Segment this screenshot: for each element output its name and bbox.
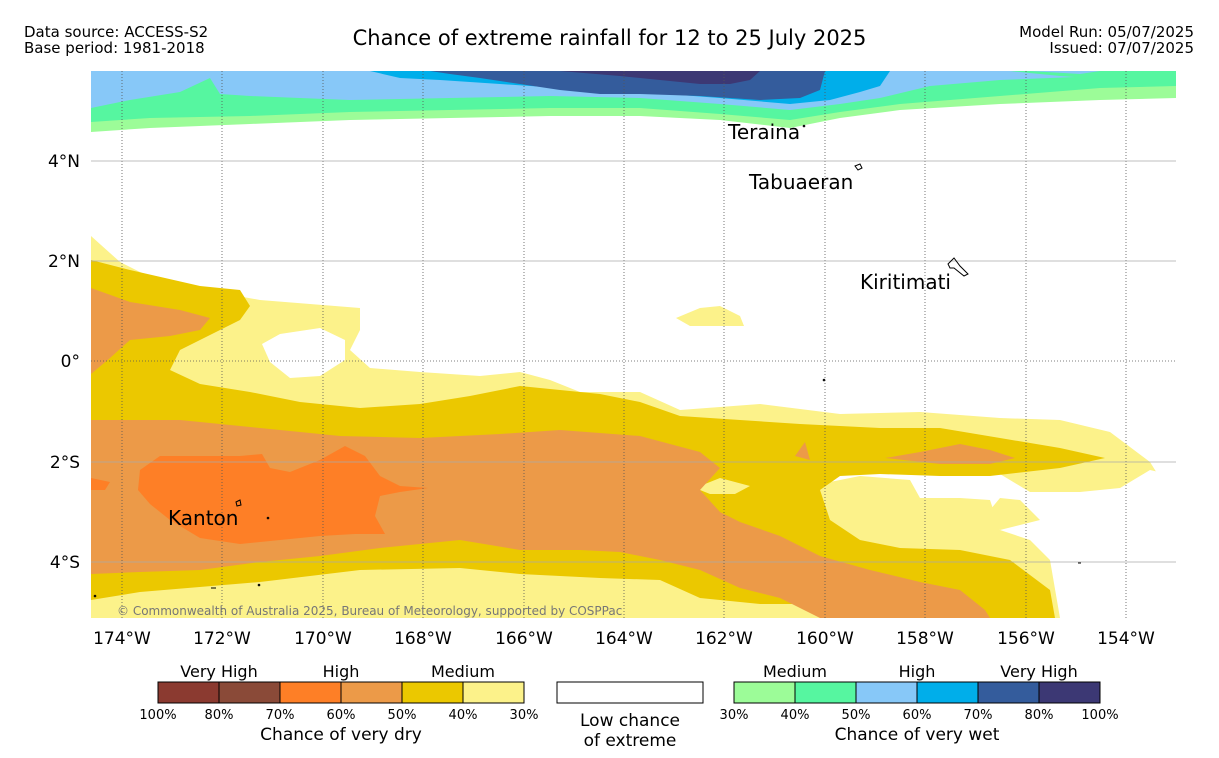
place-label-teraina: Teraina: [727, 120, 800, 144]
dry-band-50: [91, 288, 210, 374]
lon-label: 174°W: [93, 629, 151, 649]
dry-patch-small: [676, 306, 744, 326]
lat-label: 2°S: [50, 453, 80, 473]
legend-dry-swatch: [340, 681, 403, 704]
legend-wet-swatches: [733, 681, 1101, 704]
lon-label: 172°W: [193, 629, 251, 649]
legend-dry-tick: 80%: [205, 708, 234, 723]
legend-dry: Very High High Medium 100% 80% 70% 60% 5…: [139, 662, 538, 745]
lon-label: 170°W: [294, 629, 352, 649]
low-chance-hole-2: [820, 470, 1176, 618]
map-title: Chance of extreme rainfall for 12 to 25 …: [352, 26, 867, 50]
grid-lines: [91, 71, 1176, 618]
legend-wet-tick: 40%: [781, 708, 810, 723]
lat-label: 2°N: [48, 252, 80, 272]
low-chance-hole-1: [262, 328, 345, 378]
lon-label: 166°W: [495, 629, 553, 649]
legend-dry-tick: 70%: [266, 708, 295, 723]
legend-dry-tick: 60%: [327, 708, 356, 723]
lon-label: 160°W: [796, 629, 854, 649]
dry-gold-bottom: [91, 568, 830, 618]
legend-dry-tick: 50%: [388, 708, 417, 723]
model-run-text: Model Run: 05/07/2025: [1019, 23, 1194, 41]
legend-dry-group: High: [323, 662, 360, 681]
island-outlines: [93, 124, 1081, 598]
lat-axis: 4°N 2°N 0° 2°S 4°S: [48, 152, 80, 573]
place-label-kanton: Kanton: [168, 506, 238, 530]
header-left: Data source: ACCESS-S2 Base period: 1981…: [24, 24, 208, 56]
legend-low-line1: Low chance: [580, 711, 680, 731]
legend-dry-swatch: [462, 681, 525, 704]
legend-low-chance: Low chance of extreme: [556, 681, 704, 751]
wet-top-right-2: [1030, 71, 1100, 74]
legend-wet-tick: 100%: [1081, 708, 1118, 723]
legend-dry-swatch: [279, 681, 342, 704]
legend-wet-tick: 60%: [903, 708, 932, 723]
lon-label: 154°W: [1097, 629, 1155, 649]
copyright-text: © Commonwealth of Australia 2025, Bureau…: [117, 604, 622, 618]
legend-wet-swatch: [794, 681, 857, 704]
wet-top-right: [1010, 71, 1176, 80]
low-chance-hole-3: [990, 498, 1040, 530]
lon-label: 168°W: [394, 629, 452, 649]
legend-dry-tick: 40%: [449, 708, 478, 723]
lon-label: 156°W: [997, 629, 1055, 649]
legend-wet-swatch: [733, 681, 796, 704]
legend-dry-swatch: [218, 681, 281, 704]
legend-wet: Medium High Very High 30% 40% 50% 60% 70…: [720, 662, 1119, 745]
data-source-text: Data source: ACCESS-S2: [24, 23, 209, 41]
dry-band-50-right: [885, 444, 1015, 464]
legend-dry-title: Chance of very dry: [260, 725, 422, 745]
place-label-kiritimati: Kiritimati: [860, 270, 951, 294]
wet-band-80: [560, 71, 760, 84]
dry-band-60: [138, 446, 428, 544]
legend-low-line2: of extreme: [584, 731, 677, 751]
lat-label: 0°: [61, 352, 80, 372]
map-plot-area: © Commonwealth of Australia 2025, Bureau…: [91, 71, 1176, 618]
legend-wet-group: Medium: [763, 662, 827, 681]
legend-wet-tick: 70%: [964, 708, 993, 723]
legend-wet-tick: 30%: [720, 708, 749, 723]
legend-low-swatch: [556, 681, 704, 704]
legend-wet-title: Chance of very wet: [835, 725, 1000, 745]
legend-wet-group: Very High: [1000, 662, 1077, 681]
issued-text: Issued: 07/07/2025: [1049, 39, 1194, 57]
legend-wet-swatch: [977, 681, 1040, 704]
dry-band-50-spot: [795, 442, 810, 460]
dry-hole-gold: [695, 478, 750, 494]
lat-label: 4°S: [50, 553, 80, 573]
grid-lines-solid: [91, 160, 1176, 563]
lon-label: 164°W: [595, 629, 653, 649]
legend-wet-swatch: [855, 681, 918, 704]
base-period-text: Base period: 1981-2018: [24, 39, 205, 57]
legend-wet-swatch: [916, 681, 979, 704]
lon-label: 162°W: [695, 629, 753, 649]
legend-dry-swatch: [401, 681, 464, 704]
place-label-tabuaeran: Tabuaeran: [748, 170, 853, 194]
legend-wet-swatch: [1038, 681, 1101, 704]
header-right: Model Run: 05/07/2025 Issued: 07/07/2025: [1019, 24, 1194, 56]
legend-dry-tick: 100%: [139, 708, 176, 723]
legend-dry-tick: 30%: [510, 708, 539, 723]
lat-label: 4°N: [48, 152, 80, 172]
legend-dry-group: Medium: [431, 662, 495, 681]
legend-wet-group: High: [899, 662, 936, 681]
legend-dry-swatches: [157, 681, 525, 704]
legend-wet-tick: 50%: [842, 708, 871, 723]
legend-wet-tick: 80%: [1025, 708, 1054, 723]
legend-dry-group: Very High: [180, 662, 257, 681]
lon-axis: 174°W 172°W 170°W 168°W 166°W 164°W 162°…: [93, 629, 1155, 649]
lon-label: 158°W: [896, 629, 954, 649]
dry-band-60-left: [91, 478, 110, 490]
legend-dry-swatch: [157, 681, 220, 704]
